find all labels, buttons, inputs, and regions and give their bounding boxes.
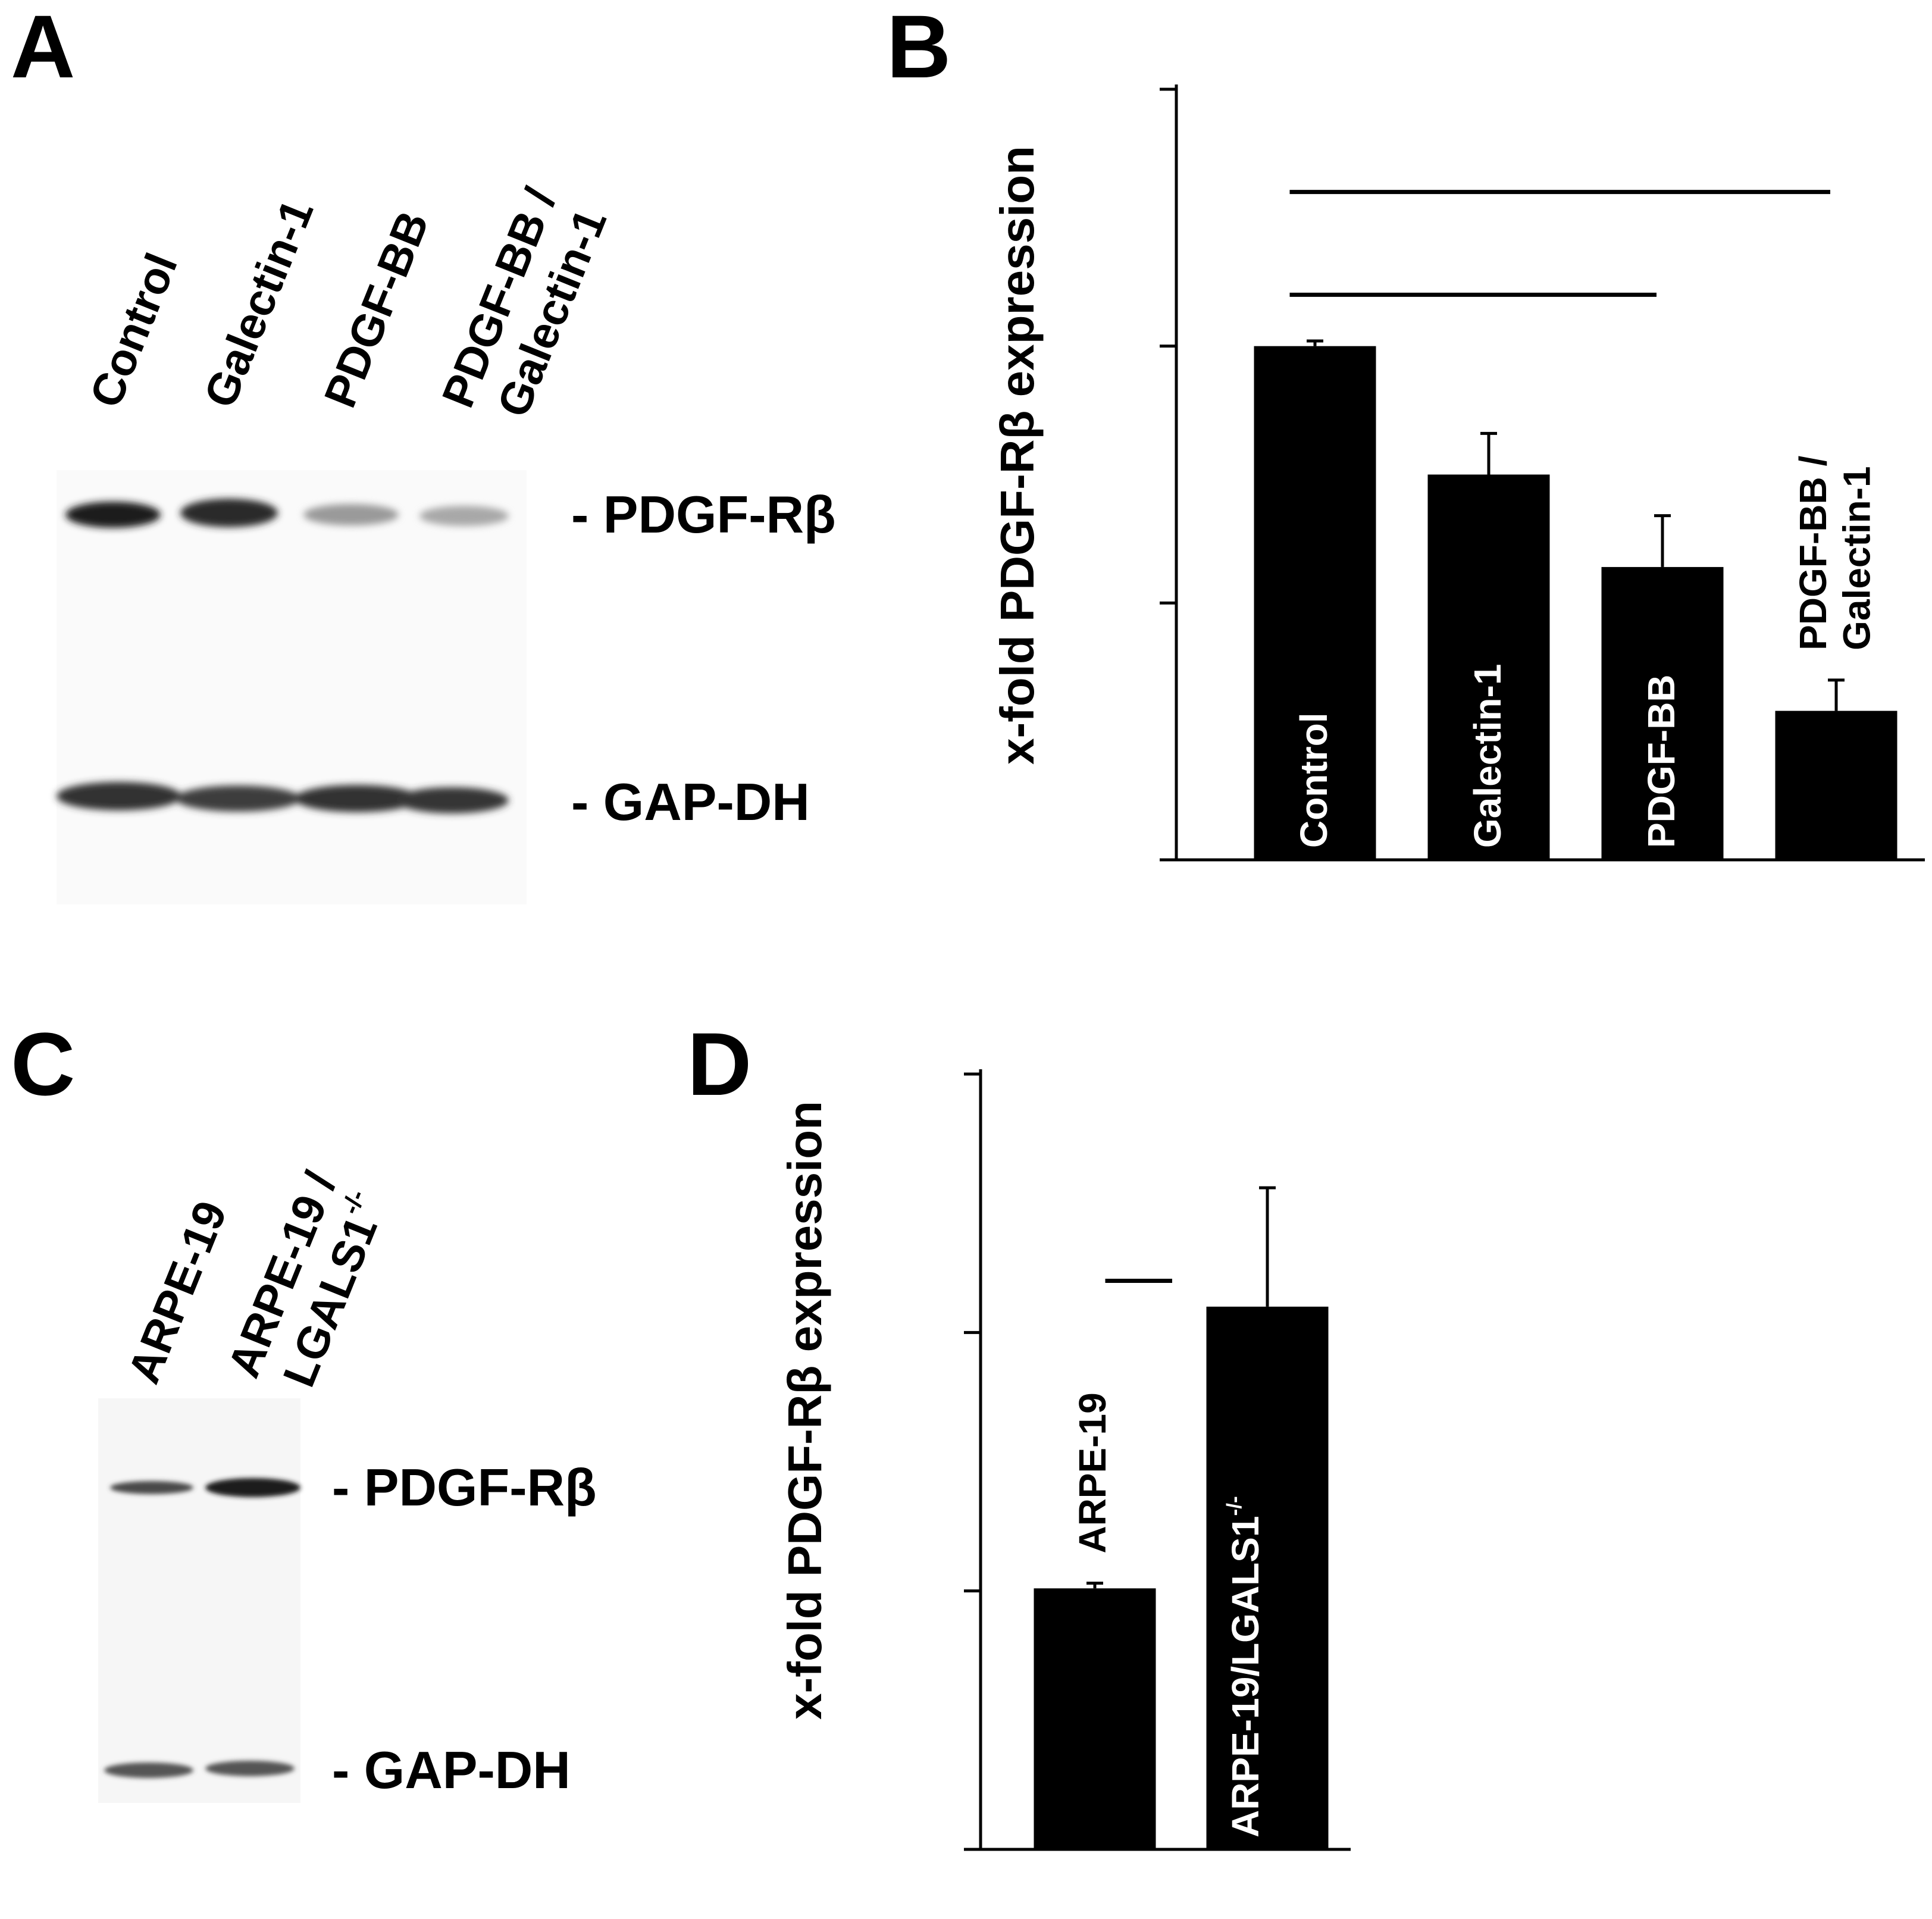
blot-c-band-pdgf-lane-2 xyxy=(205,1478,300,1497)
blot-a-band-pdgf-lane-2 xyxy=(180,499,278,527)
blot-c-band-gapdh-lane-2 xyxy=(205,1761,295,1776)
blot-c-label-gapdh: - GAP-DH xyxy=(332,1740,571,1799)
blot-a: Control Galectin-1 PDGF-BB PDGF-BB /Gale… xyxy=(57,181,836,904)
chart-b-bar-label-line: Galectin-1 xyxy=(1466,664,1509,848)
blot-a-label-gapdh: - GAP-DH xyxy=(571,772,810,831)
chart-d-bar-label-line: ARPE-19 xyxy=(1071,1392,1114,1553)
chart-b-bar xyxy=(1775,710,1897,860)
panel-letter-d: D xyxy=(687,1014,751,1114)
lane-label-arpe-19: ARPE-19 xyxy=(118,1194,237,1390)
chart-b-bar-label-line: PDGF-BB / xyxy=(1792,456,1834,650)
chart-d-bar xyxy=(1034,1588,1156,1849)
chart-b-bar-label: Control xyxy=(1292,713,1335,849)
blot-c-band-gapdh-lane-1 xyxy=(104,1763,193,1778)
chart-d-y-axis-label: x-fold PDGF-Rβ expression xyxy=(778,1101,831,1720)
chart-d-bar xyxy=(1206,1306,1329,1849)
chart-b-bar-label-line: PDGF-BB xyxy=(1640,674,1683,848)
chart-d-bar-label: ARPE-19/LGALS1-/- xyxy=(1223,1496,1267,1837)
blot-a-band-pdgf-lane-3 xyxy=(303,504,399,525)
blot-a-membrane xyxy=(57,470,527,904)
lane-label-galectin-1: Galectin-1 xyxy=(195,193,323,415)
blot-c: ARPE-19 ARPE-19 /LGALS1-/- - PDGF-Rβ - G… xyxy=(98,1165,597,1803)
lane-label-arpe-19-lgals1: ARPE-19 /LGALS1-/- xyxy=(218,1165,397,1405)
lane-label-pdgf-bb-galectin-1: PDGF-BB /Galectin-1 xyxy=(433,181,617,434)
blot-a-band-gapdh-lane-3 xyxy=(295,785,419,812)
chart-b-bar-label-line: Control xyxy=(1292,713,1335,849)
blot-a-band-gapdh-lane-1 xyxy=(57,782,181,810)
blot-c-lane-labels: ARPE-19 ARPE-19 /LGALS1-/- xyxy=(118,1165,397,1405)
panel-letter-c: C xyxy=(11,1014,75,1114)
blot-c-pdgf-band-row xyxy=(110,1478,300,1497)
chart-b-bar-label: PDGF-BB /Galectin-1 xyxy=(1792,456,1878,650)
blot-a-band-pdgf-lane-4 xyxy=(419,506,509,526)
chart-b-bar xyxy=(1254,346,1376,860)
blot-c-label-pdgf-rbeta: - PDGF-Rβ xyxy=(332,1458,597,1517)
lane-label-control: Control xyxy=(80,246,187,414)
chart-d: x-fold PDGF-Rβ expression ARPE-19 ARPE-19… xyxy=(778,1069,1351,1851)
chart-d-bar-label-line: ARPE-19/LGALS1 xyxy=(1224,1516,1267,1837)
blot-a-gapdh-band-row xyxy=(57,782,509,813)
blot-a-band-gapdh-lane-4 xyxy=(396,787,509,813)
chart-b-bar-label-line: Galectin-1 xyxy=(1836,466,1878,650)
blot-c-band-pdgf-lane-1 xyxy=(110,1481,193,1494)
lane-label-pdgf-bb: PDGF-BB xyxy=(315,205,439,415)
panel-letter-b: B xyxy=(887,0,951,96)
chart-b-bar xyxy=(1601,566,1724,860)
chart-b-bar xyxy=(1427,474,1550,860)
chart-d-bar-label-line: -/- xyxy=(1223,1496,1246,1516)
chart-b: x-fold PDGF-Rβ expression Control Galecti… xyxy=(991,84,1925,862)
chart-b-y-axis-label: x-fold PDGF-Rβ expression xyxy=(991,146,1044,765)
blot-a-band-pdgf-lane-1 xyxy=(65,502,161,528)
chart-b-bar-label: PDGF-BB xyxy=(1640,674,1683,848)
blot-c-membrane xyxy=(98,1398,300,1803)
blot-a-lane-labels: Control Galectin-1 PDGF-BB PDGF-BB /Gale… xyxy=(80,181,617,434)
blot-a-band-gapdh-lane-2 xyxy=(176,785,300,812)
blot-a-label-pdgf-rbeta: - PDGF-Rβ xyxy=(571,485,836,544)
panel-letter-a: A xyxy=(11,0,75,96)
blot-a-pdgf-band-row xyxy=(65,499,509,528)
chart-d-bar-label: ARPE-19 xyxy=(1071,1392,1114,1553)
blot-c-gapdh-band-row xyxy=(104,1761,295,1778)
chart-b-bar-label: Galectin-1 xyxy=(1466,664,1509,848)
